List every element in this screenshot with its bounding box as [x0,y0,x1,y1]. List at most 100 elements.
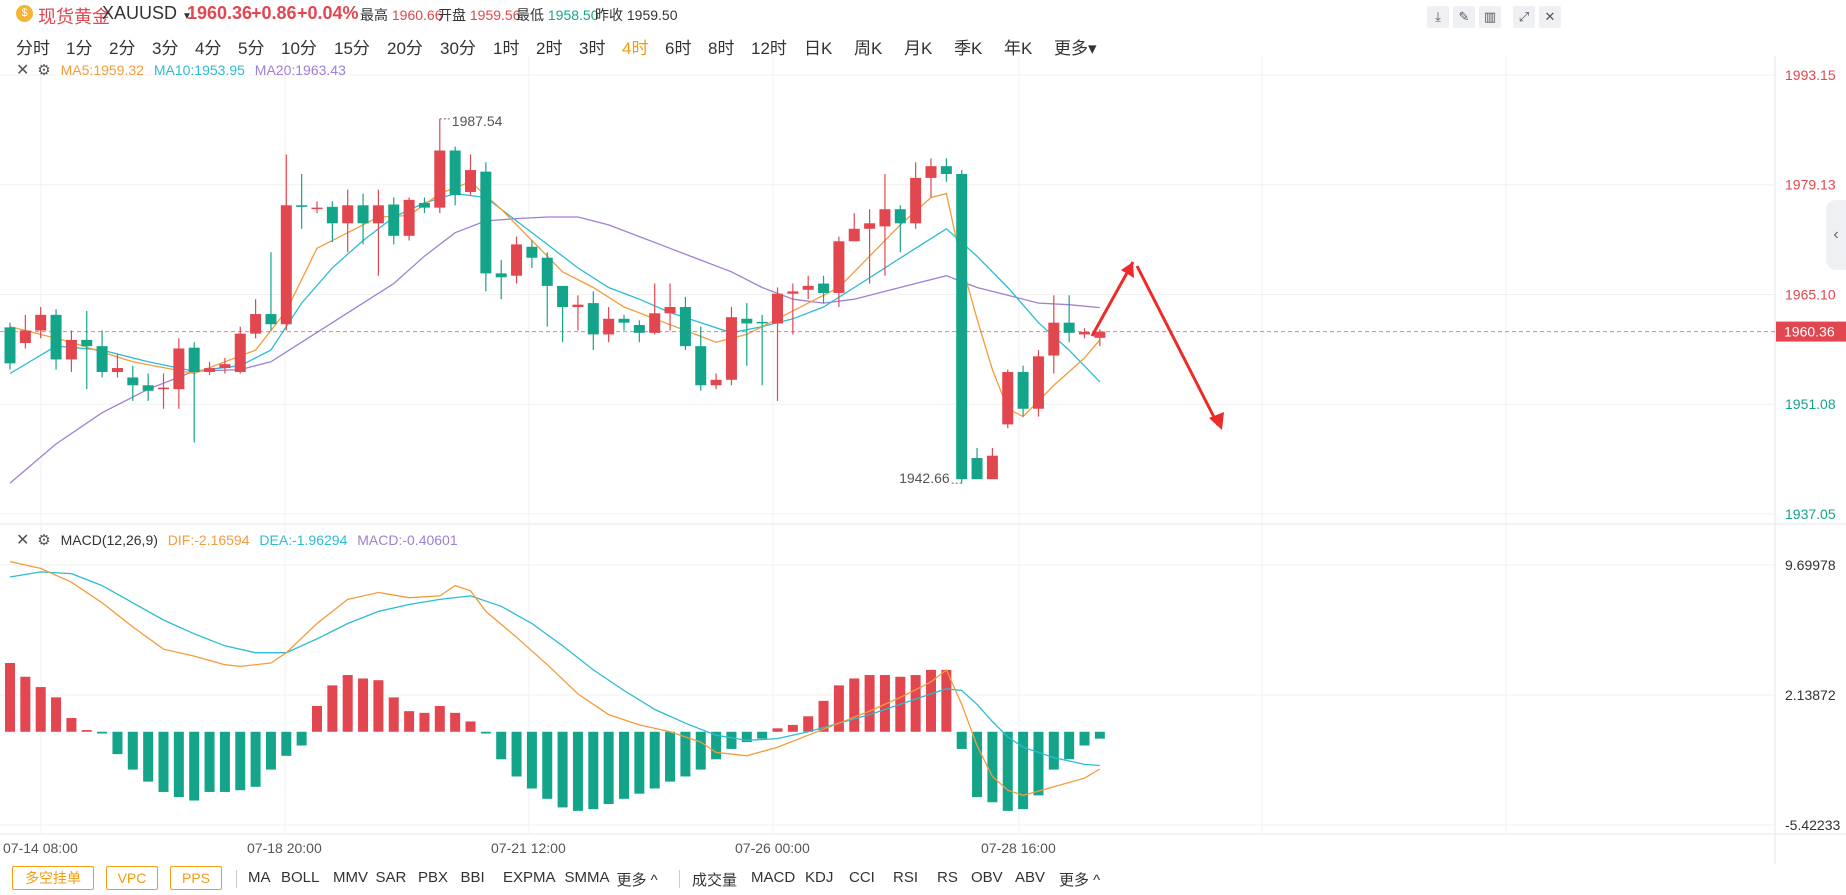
main-indicator-4[interactable]: PBX [418,869,449,886]
sub-indicator-5[interactable]: RS [937,869,958,886]
dif-legend: DIF:-2.16594 [167,532,250,548]
period-tab-19[interactable]: 月K [904,39,933,58]
period-tab-3[interactable]: 3分 [152,39,179,58]
main-indicator-0[interactable]: MA [248,869,271,886]
macd-bar [5,662,15,732]
macd-bar [1033,731,1044,796]
draw-line-tool-icon[interactable]: ⤓ [1427,6,1449,28]
candle-body [649,313,661,333]
sub-indicator-6[interactable]: OBV [971,869,1003,886]
period-tab-22[interactable]: 更多▾ [1054,39,1097,58]
price-axis-label: 1937.05 [1785,506,1836,522]
candle-body [388,204,400,236]
period-tab-8[interactable]: 20分 [387,39,423,58]
macd-bar [1094,731,1105,739]
close-icon[interactable]: ✕ [1539,6,1561,28]
period-tab-4[interactable]: 4分 [195,39,222,58]
sub-indicator-8[interactable]: 更多 ^ [1059,872,1101,889]
period-tab-13[interactable]: 4时 [622,39,649,58]
pps-button[interactable]: PPS [170,866,222,890]
gold-coin-icon: $ [16,5,33,22]
candle-body [710,379,722,386]
order-book-button[interactable]: 多空挂单 [12,866,94,890]
ma10-line [9,192,1101,383]
period-tab-16[interactable]: 12时 [751,39,787,58]
main-indicator-8[interactable]: 更多 ^ [616,872,658,889]
main-indicator-3[interactable]: SAR [375,869,407,886]
settings-icon[interactable]: ⚙ [37,532,51,549]
candle-body [787,291,799,294]
candle-body [280,205,292,325]
period-tab-21[interactable]: 年K [1004,39,1033,58]
sub-indicator-2[interactable]: KDJ [805,869,834,886]
period-tab-17[interactable]: 日K [804,39,833,58]
period-tab-11[interactable]: 2时 [536,39,563,58]
period-tab-14[interactable]: 6时 [665,39,692,58]
period-tab-6[interactable]: 10分 [281,39,317,58]
sub-indicator-1[interactable]: MACD [751,869,796,886]
price-change-pct: +0.04% [297,3,359,23]
vpc-button[interactable]: VPC [106,866,158,890]
candle-body [1002,371,1014,425]
candle-body [587,303,599,335]
macd-bar [511,731,522,777]
main-indicator-1[interactable]: BOLL [281,869,320,886]
candle-body [772,293,783,324]
candle-body [495,273,507,278]
collapse-panel-button[interactable]: ‹ [1826,200,1846,270]
fullscreen-icon[interactable]: ⤢ [1513,6,1535,28]
symbol-selector[interactable]: XAUUSD ▼ [102,3,192,23]
macd-bar [956,731,967,749]
sub-indicator-3[interactable]: CCI [849,869,875,886]
main-legend: ✕ ⚙ MA5:1959.32 MA10:1953.95 MA20:1963.4… [16,60,346,80]
macd-bar [250,731,261,787]
candle-body [234,333,246,372]
period-tab-10[interactable]: 1时 [493,39,520,58]
period-tab-9[interactable]: 30分 [440,39,476,58]
macd-bar [634,731,645,794]
main-indicator-5[interactable]: BBI [460,869,485,886]
candle-body [925,166,937,178]
candle-body [418,202,430,208]
macd-bar [864,675,875,732]
main-indicator-6[interactable]: EXPMA [503,869,556,886]
macd-axis-label: 9.69978 [1785,557,1836,573]
sub-indicator-7[interactable]: ABV [1015,869,1046,886]
pen-tool-icon[interactable]: ✎ [1453,6,1475,28]
time-axis-label: 07-28 16:00 [981,840,1056,856]
macd-bar [312,705,322,732]
macd-bar [173,731,184,798]
period-tab-1[interactable]: 1分 [66,39,93,58]
candle-body [326,206,338,224]
low-label: 1942.66 [899,470,950,486]
price-chart[interactable]: 1987.54 1942.66 1993.15 1979.13 1965.10 1951.… [0,0,1846,864]
indicator-separator [679,870,680,888]
period-tab-18[interactable]: 周K [854,39,883,58]
period-tab-15[interactable]: 8时 [708,39,735,58]
candle-body [65,339,77,360]
period-tab-2[interactable]: 2分 [109,39,136,58]
close-pane-icon[interactable]: ✕ [16,62,30,79]
main-indicator-7[interactable]: SMMA [564,869,610,886]
main-indicator-2[interactable]: MMV [333,869,368,886]
settings-icon[interactable]: ⚙ [37,62,51,79]
macd-bar [404,711,415,732]
close-pane-icon[interactable]: ✕ [16,532,30,549]
candle-body [894,209,906,224]
instrument-name: 现货黄金 [38,7,110,27]
ma5-legend: MA5:1959.32 [60,62,144,78]
macd-bar [219,731,230,792]
candle-body [864,223,876,229]
candle-style-icon[interactable]: ▥ [1479,6,1501,28]
period-tab-20[interactable]: 季K [954,39,983,58]
macd-bar [296,731,307,746]
sub-indicator-4[interactable]: RSI [893,869,919,886]
period-tab-0[interactable]: 分时 [16,39,50,58]
sub-indicator-0[interactable]: 成交量 [692,872,738,889]
period-tab-5[interactable]: 5分 [238,39,265,58]
macd-bar [526,731,537,789]
period-tab-12[interactable]: 3时 [579,39,606,58]
candle-body [81,339,93,347]
period-tab-7[interactable]: 15分 [334,39,370,58]
high-label: 1987.54 [452,113,503,129]
